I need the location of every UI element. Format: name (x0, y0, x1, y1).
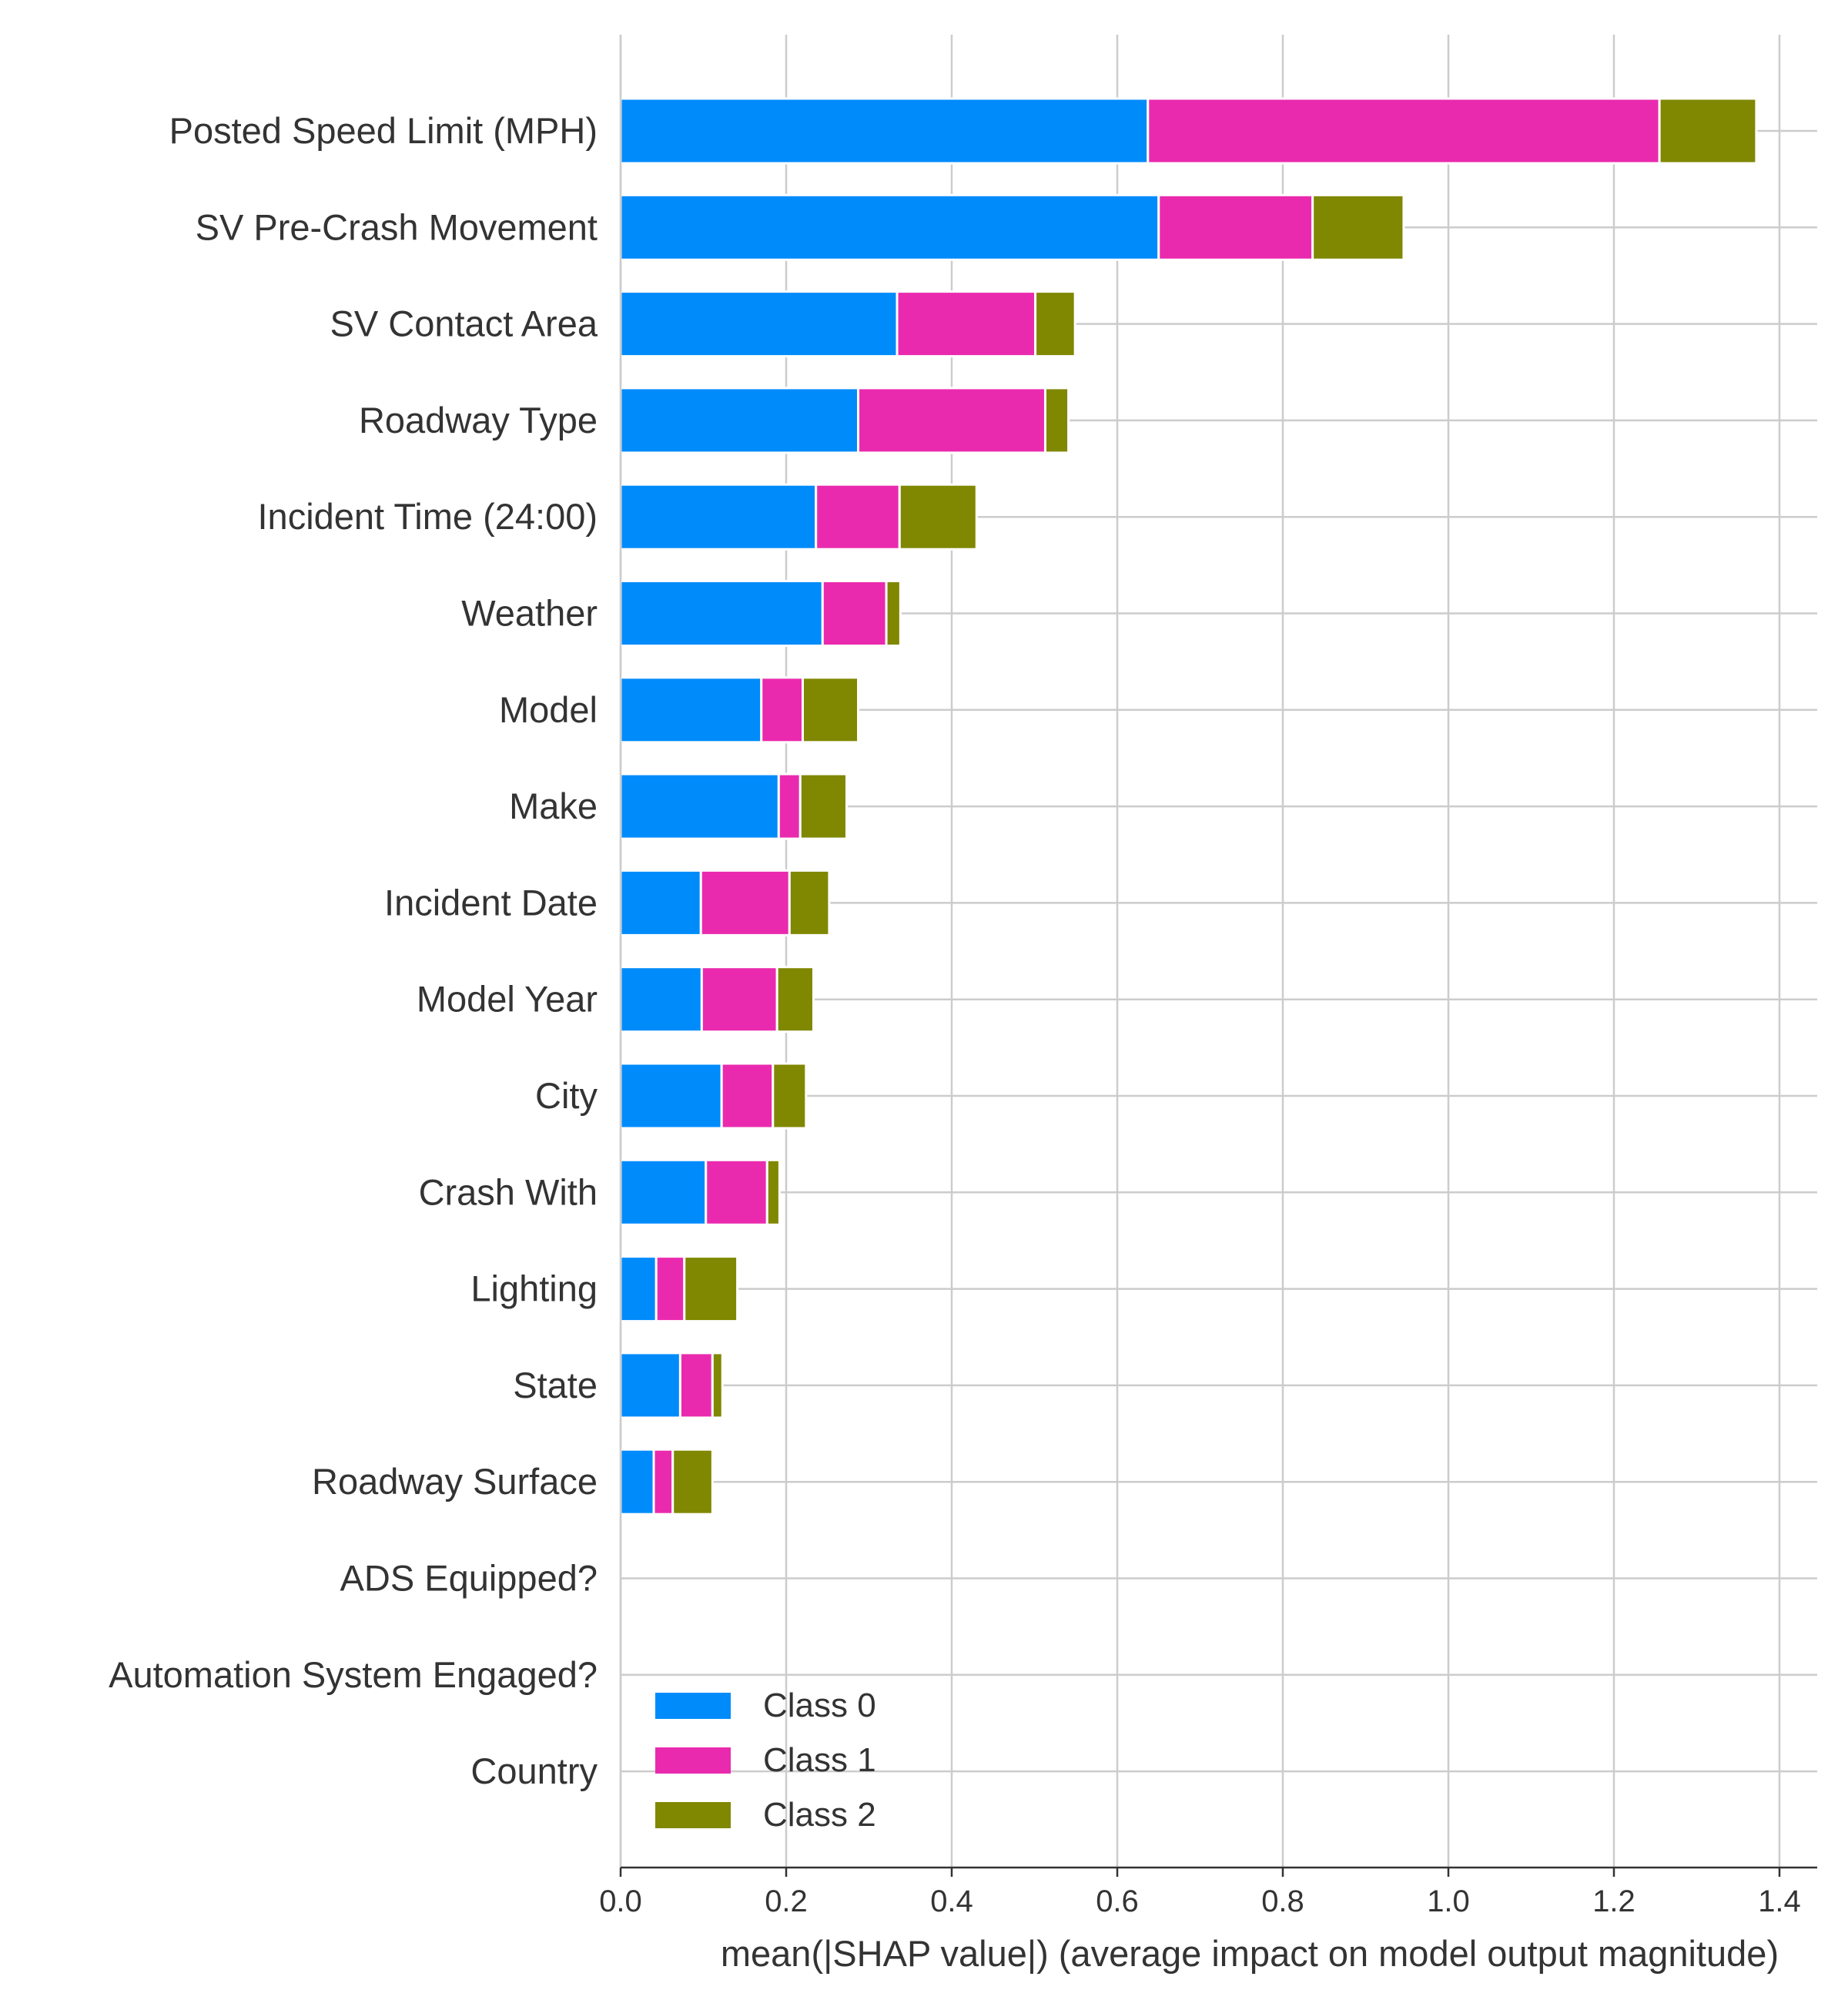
legend-label: Class 1 (763, 1741, 876, 1779)
bar-segment-class-2 (711, 1352, 724, 1419)
bar-segment-class-1 (652, 1448, 675, 1516)
bar-segment-class-2 (671, 1448, 714, 1516)
bar-segment-class-2 (765, 1158, 781, 1226)
category-label: State (513, 1365, 598, 1405)
bar-segment-class-0 (619, 869, 702, 936)
bar-segment-class-0 (619, 387, 860, 454)
bar-segment-class-0 (619, 1255, 658, 1323)
bar-segment-class-0 (619, 676, 763, 744)
category-label: Country (470, 1750, 598, 1791)
bar-segment-class-1 (720, 1062, 775, 1130)
bar-segment-class-1 (777, 772, 802, 840)
legend-label: Class 0 (763, 1687, 876, 1724)
bar-segment-class-0 (619, 772, 780, 840)
bar-segment-class-1 (896, 290, 1037, 358)
category-label: Lighting (470, 1268, 598, 1309)
category-label: Make (509, 786, 598, 826)
bar-segment-class-2 (788, 869, 831, 936)
bar-segment-class-1 (699, 869, 791, 936)
bar-segment-class-0 (619, 1158, 708, 1226)
bar-segment-class-1 (821, 580, 888, 647)
category-label: Weather (461, 593, 598, 634)
category-label: Model (499, 689, 598, 730)
bar-segment-class-2 (798, 772, 848, 840)
bar-segment-class-1 (815, 483, 901, 551)
bar-segment-class-0 (619, 193, 1160, 261)
legend: Class 0 Class 1 Class 2 (655, 1687, 876, 1834)
bar-segment-class-0 (619, 966, 703, 1033)
bar-segment-class-1 (700, 966, 778, 1033)
x-tick-label: 0.2 (765, 1884, 808, 1918)
category-label: Posted Speed Limit (MPH) (169, 110, 598, 151)
x-tick-label: 0.4 (930, 1884, 973, 1918)
bar-segment-class-0 (619, 1352, 681, 1419)
bar-segment-class-1 (1157, 193, 1314, 261)
x-tick-label: 1.0 (1427, 1884, 1470, 1918)
bar-segment-class-0 (619, 1062, 723, 1130)
bar-segment-class-0 (619, 580, 824, 647)
bar-segment-class-2 (1311, 193, 1405, 261)
bar-segment-class-0 (619, 97, 1150, 165)
bar-segment-class-2 (1043, 387, 1070, 454)
bar-segment-class-2 (683, 1255, 739, 1323)
x-tick-label: 0.8 (1261, 1884, 1304, 1918)
category-label: ADS Equipped? (340, 1558, 598, 1599)
bar-segment-class-1 (760, 676, 804, 744)
category-label: Roadway Type (359, 400, 598, 441)
category-labels: Posted Speed Limit (MPH) SV Pre-Crash Mov… (109, 110, 598, 1791)
category-label: Model Year (417, 979, 598, 1020)
bar-segment-class-0 (619, 290, 899, 358)
bar-segment-class-2 (885, 580, 902, 647)
category-label: Roadway Surface (312, 1461, 598, 1502)
category-label: Incident Date (384, 882, 598, 923)
legend-swatch (655, 1802, 731, 1828)
category-label: Incident Time (24:00) (258, 496, 598, 537)
bar-segment-class-2 (898, 483, 978, 551)
category-label: Automation System Engaged? (109, 1654, 598, 1695)
bar-segment-class-1 (857, 387, 1046, 454)
legend-swatch (655, 1747, 731, 1774)
x-axis: 0.0 0.2 0.4 0.6 0.8 1.0 1.2 1.4 (599, 35, 1817, 1918)
bar-segment-class-2 (1034, 290, 1076, 358)
x-tick-label: 0.0 (599, 1884, 642, 1918)
bar-segment-class-1 (1147, 97, 1661, 165)
x-axis-label: mean(|SHAP value|) (average impact on mo… (721, 1933, 1779, 1974)
bar-segment-class-2 (1658, 97, 1758, 165)
legend-swatch (655, 1693, 731, 1719)
bar-segment-class-2 (775, 966, 815, 1033)
bar-segment-class-1 (705, 1158, 768, 1226)
category-label: City (535, 1075, 598, 1116)
category-label: SV Contact Area (330, 303, 598, 344)
x-tick-label: 1.4 (1758, 1884, 1801, 1918)
bar-segment-class-2 (802, 676, 860, 744)
x-tick-label: 0.6 (1096, 1884, 1139, 1918)
bar-segment-class-0 (619, 483, 818, 551)
legend-label: Class 2 (763, 1796, 876, 1834)
bars (619, 97, 1758, 1516)
bar-segment-class-1 (654, 1255, 686, 1323)
x-tick-label: 1.2 (1592, 1884, 1635, 1918)
category-label: SV Pre-Crash Movement (196, 206, 598, 247)
category-label: Crash With (419, 1171, 598, 1212)
bar-segment-class-1 (678, 1352, 714, 1419)
bar-segment-class-0 (619, 1448, 655, 1516)
bar-segment-class-2 (772, 1062, 808, 1130)
